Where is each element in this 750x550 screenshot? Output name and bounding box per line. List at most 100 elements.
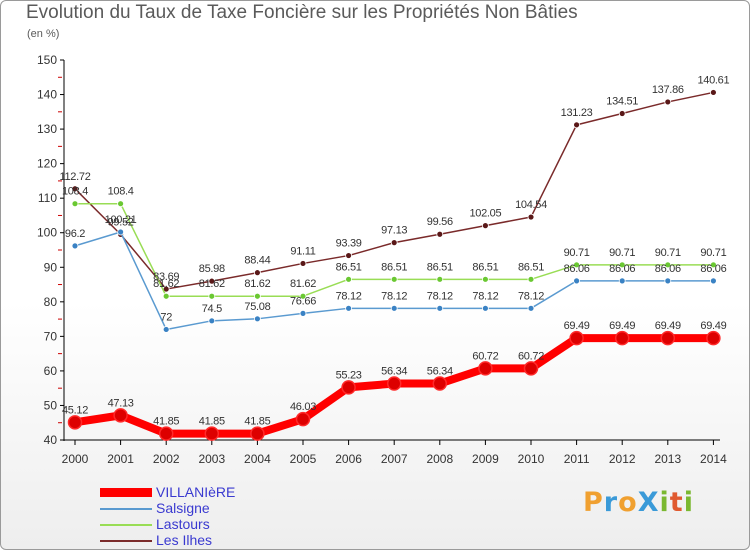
legend-label: Les Ilhes: [156, 532, 213, 548]
legend-label: Salsigne: [156, 500, 210, 516]
x-tick-label: 2001: [107, 452, 134, 466]
data-point: [436, 304, 444, 312]
y-tick-label: 120: [37, 157, 57, 171]
data-point: [390, 275, 398, 283]
data-label: 56.34: [381, 366, 407, 378]
data-label: 86.51: [427, 261, 453, 273]
data-label: 86.51: [336, 261, 362, 273]
data-point: [158, 426, 174, 441]
data-point: [204, 426, 220, 441]
series-line: [74, 91, 715, 290]
data-label: 108.4: [108, 186, 134, 198]
logo-letter: r: [603, 487, 619, 518]
data-label: 81.62: [153, 278, 179, 290]
x-tick-label: 2006: [335, 452, 362, 466]
data-label: 86.06: [564, 263, 590, 275]
x-tick-label: 2012: [609, 452, 636, 466]
data-label: 69.49: [700, 320, 726, 332]
data-label: 112.72: [59, 171, 90, 183]
data-label: 41.85: [199, 416, 225, 428]
data-point: [660, 330, 676, 346]
data-point: [527, 275, 535, 283]
data-label: 75.08: [244, 301, 270, 313]
y-tick-label: 130: [37, 122, 57, 136]
data-point: [341, 380, 356, 395]
data-label: 86.51: [472, 261, 498, 273]
proxiti-logo: ProXiti: [583, 487, 694, 518]
data-label: 86.51: [518, 261, 544, 273]
y-tick-label: 80: [44, 295, 58, 309]
data-point: [432, 376, 448, 391]
logo-letter: o: [618, 487, 638, 518]
data-point: [664, 277, 672, 285]
data-point: [664, 261, 672, 269]
x-tick-label: 2008: [426, 452, 453, 466]
y-tick-label: 60: [44, 364, 58, 378]
data-label: 41.85: [244, 416, 270, 428]
legend-label: Lastours: [156, 516, 210, 532]
data-point: [710, 261, 717, 269]
data-label: 85.98: [199, 263, 225, 275]
y-tick-label: 110: [38, 191, 57, 205]
data-label: 56.34: [427, 366, 453, 378]
logo-letter: t: [669, 487, 684, 518]
data-point: [208, 317, 216, 325]
data-label: 86.06: [655, 263, 681, 275]
chart-title: Evolution du Taux de Taxe Foncière sur l…: [26, 2, 578, 23]
data-label: 74.5: [202, 303, 222, 315]
x-tick-label: 2013: [654, 452, 681, 466]
data-label: 108.4: [62, 186, 88, 198]
y-tick-label: 40: [44, 433, 58, 447]
data-point: [71, 185, 79, 193]
logo-letter: X: [637, 487, 660, 518]
data-point: [614, 330, 630, 346]
data-point: [390, 239, 398, 247]
data-point: [71, 200, 79, 208]
data-label: 91.11: [290, 245, 315, 257]
data-label: 86.51: [381, 261, 407, 273]
data-point: [295, 411, 311, 427]
data-label: 83.69: [153, 271, 179, 283]
data-label: 60.72: [472, 350, 498, 362]
y-tick-label: 140: [37, 88, 57, 102]
data-label: 90.71: [609, 247, 635, 259]
data-label: 86.06: [700, 263, 726, 275]
data-label: 45.12: [62, 404, 88, 416]
x-tick-label: 2010: [518, 452, 545, 466]
data-label: 69.49: [655, 320, 681, 332]
data-label: 81.62: [244, 278, 270, 290]
y-axis-unit: (en %): [27, 28, 60, 40]
data-point: [527, 304, 535, 312]
legend-label: VILLANIèRE: [156, 484, 236, 500]
data-point: [253, 269, 261, 277]
data-point: [527, 213, 535, 221]
data-label: 41.85: [153, 416, 179, 428]
data-label: 78.12: [472, 290, 498, 302]
data-label: 46.03: [290, 401, 316, 413]
data-label: 86.06: [609, 263, 635, 275]
data-point: [253, 315, 261, 323]
data-label: 93.39: [336, 238, 362, 250]
data-label: 81.62: [290, 278, 316, 290]
data-label: 90.71: [655, 247, 681, 259]
data-point: [436, 275, 444, 283]
data-point: [569, 330, 584, 346]
data-label: 90.71: [564, 247, 590, 259]
x-tick-label: 2007: [381, 452, 408, 466]
data-label: 104.54: [515, 199, 547, 211]
data-label: 78.12: [381, 290, 407, 302]
data-point: [208, 277, 216, 285]
data-point: [345, 275, 353, 283]
data-point: [710, 277, 717, 285]
data-label: 134.51: [606, 96, 638, 108]
data-point: [523, 361, 539, 376]
data-label: 97.13: [381, 225, 407, 237]
y-tick-label: 150: [37, 53, 57, 67]
data-label: 99.56: [427, 216, 453, 228]
data-point: [481, 304, 489, 312]
logo-letter: P: [583, 487, 604, 518]
data-point: [478, 361, 493, 376]
data-point: [710, 89, 717, 96]
